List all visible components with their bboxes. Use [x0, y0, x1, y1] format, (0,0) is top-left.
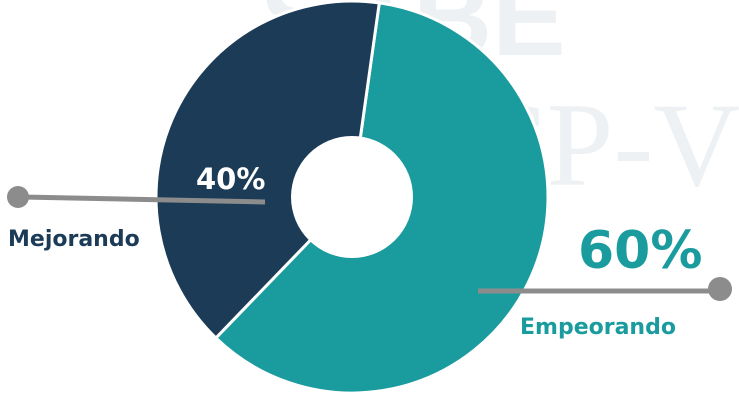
- mejorando-value-label: 40%: [196, 162, 265, 196]
- mejorando-connector-line: [21, 194, 266, 205]
- donut-hole: [291, 136, 413, 258]
- empeorando-value-label: 60%: [578, 221, 702, 281]
- mejorando-connector-dot: [7, 186, 29, 208]
- empeorando-connector-dot: [708, 277, 732, 301]
- slice-mejorando: [154, 0, 381, 341]
- empeorando-callout: 60% Empeorando: [478, 221, 732, 340]
- mejorando-category-label: Mejorando: [8, 227, 140, 252]
- mejorando-callout: 40% Mejorando: [7, 162, 265, 252]
- empeorando-category-label: Empeorando: [520, 315, 676, 340]
